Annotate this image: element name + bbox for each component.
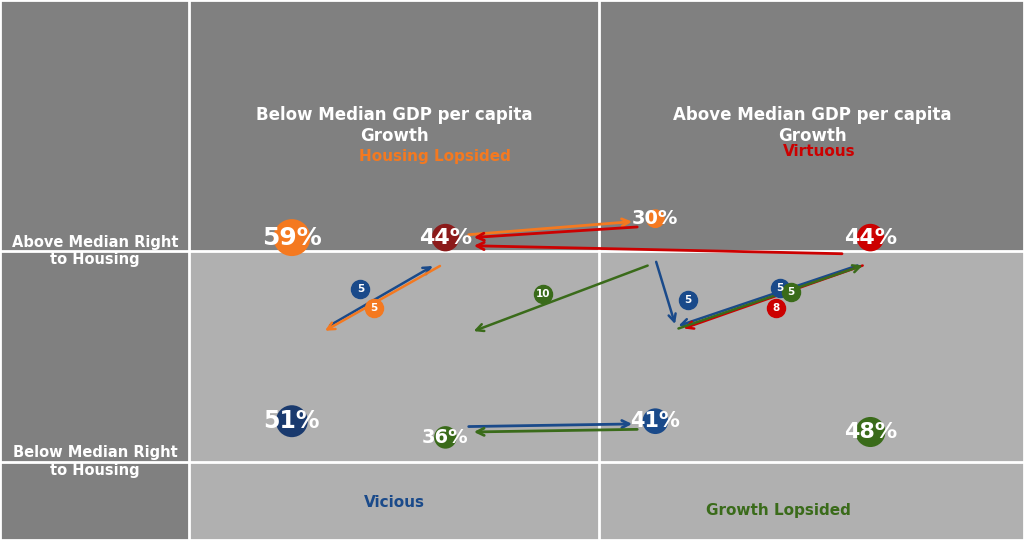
Text: 36%: 36% — [422, 428, 469, 447]
Text: Below Median Right
to Housing: Below Median Right to Housing — [13, 446, 177, 478]
Text: Growth Lopsided: Growth Lopsided — [706, 503, 851, 518]
Text: 30%: 30% — [632, 209, 679, 228]
Text: 41%: 41% — [631, 411, 680, 431]
Text: 8: 8 — [772, 303, 780, 313]
Bar — [599, 462, 1024, 540]
Text: 10: 10 — [536, 289, 550, 299]
Text: 59%: 59% — [262, 226, 322, 249]
Text: 44%: 44% — [844, 227, 897, 248]
Bar — [599, 251, 1024, 462]
Text: 5: 5 — [786, 287, 795, 296]
Ellipse shape — [273, 219, 310, 256]
Text: Below Median GDP per capita
Growth: Below Median GDP per capita Growth — [256, 106, 532, 145]
Bar — [189, 0, 599, 251]
Text: 5: 5 — [370, 303, 378, 313]
Bar — [599, 0, 1024, 251]
Ellipse shape — [857, 224, 884, 252]
Bar — [0, 251, 189, 462]
Ellipse shape — [642, 408, 669, 434]
Ellipse shape — [434, 426, 457, 449]
Text: 5: 5 — [356, 284, 365, 294]
Text: Housing Lopsided: Housing Lopsided — [359, 149, 511, 164]
Ellipse shape — [275, 405, 308, 437]
Ellipse shape — [855, 417, 886, 447]
Text: Virtuous: Virtuous — [783, 144, 855, 159]
Text: Above Median GDP per capita
Growth: Above Median GDP per capita Growth — [673, 106, 951, 145]
Ellipse shape — [432, 224, 459, 252]
Bar — [0, 0, 189, 251]
Text: Vicious: Vicious — [364, 495, 425, 510]
Text: Above Median Right
to Housing: Above Median Right to Housing — [12, 235, 178, 267]
Text: 44%: 44% — [419, 227, 472, 248]
Text: 5: 5 — [776, 284, 784, 293]
Text: 5: 5 — [684, 295, 692, 305]
Text: 51%: 51% — [263, 409, 321, 433]
Bar — [189, 251, 599, 462]
Bar — [0, 462, 189, 540]
Bar — [189, 462, 599, 540]
Ellipse shape — [646, 210, 665, 228]
Text: 48%: 48% — [844, 422, 897, 442]
